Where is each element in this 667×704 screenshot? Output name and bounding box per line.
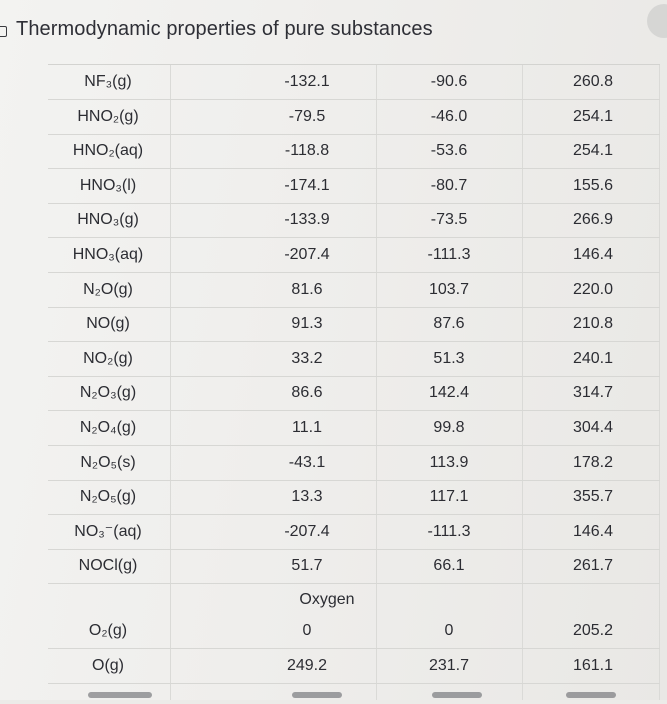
entropy-cell: 155.6	[572, 176, 614, 194]
column-divider	[376, 64, 377, 700]
formula-cell: N₂O₃(g)	[79, 384, 137, 402]
bracket-icon	[0, 26, 7, 37]
section-label-oxygen: Oxygen	[299, 591, 355, 608]
gibbs-energy-cell: 117.1	[429, 488, 469, 506]
gibbs-energy-cell: 51.3	[433, 349, 465, 367]
enthalpy-cell: 13.3	[291, 488, 323, 506]
gibbs-energy-cell: -80.7	[430, 176, 468, 194]
table-row: NO(g) 91.3 87.6 210.8	[48, 307, 660, 343]
entropy-cell: 205.2	[572, 622, 614, 639]
enthalpy-cell: 11.1	[292, 419, 322, 436]
formula-cell: NOCl(g)	[78, 557, 138, 575]
table-row: N₂O₄(g) 11.1 99.8 304.4	[48, 411, 660, 446]
table-row: N₂O(g) 81.6 103.7 220.0	[48, 273, 660, 308]
column-divider	[659, 64, 660, 700]
gibbs-energy-cell: 66.1	[433, 557, 465, 575]
enthalpy-cell: -43.1	[288, 453, 326, 471]
gibbs-energy-cell: 103.7	[428, 280, 470, 298]
formula-cell: N₂O₄(g)	[79, 419, 137, 436]
enthalpy-cell: -79.5	[288, 107, 326, 125]
formula-cell: NF₃(g)	[84, 73, 132, 90]
enthalpy-cell: -132.1	[284, 73, 330, 90]
enthalpy-cell: -207.4	[284, 246, 330, 263]
thermo-table: NF₃(g) -132.1 -90.6 260.8 HNO₂(g) -79.5 -46.0 2…	[48, 64, 660, 684]
table-row: NF₃(g) -132.1 -90.6 260.8	[48, 65, 660, 100]
formula-cell: N₂O(g)	[83, 280, 133, 298]
gibbs-energy-cell: -111.3	[427, 522, 471, 540]
enthalpy-cell: 86.6	[291, 384, 323, 402]
table-row: O₂(g) 0 0 205.2	[48, 614, 660, 649]
formula-cell: HNO₃(aq)	[72, 246, 144, 263]
entropy-cell: 261.7	[572, 557, 614, 575]
formula-cell: NO(g)	[86, 315, 130, 333]
formula-cell: N₂O₅(s)	[80, 453, 136, 471]
gibbs-energy-cell: 113.9	[429, 453, 469, 471]
section-header: Oxygen	[48, 586, 660, 614]
entropy-cell: 210.8	[572, 315, 614, 333]
enthalpy-cell: 81.6	[291, 280, 323, 298]
table-row: NO₃⁻(aq) -207.4 -111.3 146.4	[48, 515, 660, 550]
enthalpy-cell: 51.7	[291, 557, 323, 575]
table-row: NO₂(g) 33.2 51.3 240.1	[48, 342, 660, 377]
gibbs-energy-cell: 231.7	[428, 656, 470, 674]
column-divider	[522, 64, 523, 700]
table-row: N₂O₃(g) 86.6 142.4 314.7	[48, 376, 660, 412]
entropy-cell: 240.1	[572, 349, 614, 367]
enthalpy-cell: 249.2	[286, 656, 328, 674]
formula-cell: HNO₂(aq)	[72, 142, 144, 160]
formula-cell: HNO₂(g)	[77, 107, 139, 125]
column-divider	[170, 64, 171, 700]
entropy-cell: 254.1	[572, 142, 614, 160]
corner-circle-icon	[647, 4, 667, 38]
formula-cell: O₂(g)	[88, 622, 128, 639]
entropy-cell: 260.8	[572, 73, 614, 90]
cut-off-row	[48, 690, 660, 704]
table-row: HNO₂(g) -79.5 -46.0 254.1	[48, 100, 660, 135]
entropy-cell: 304.4	[572, 419, 614, 436]
table-row: N₂O₅(g) 13.3 117.1 355.7	[48, 480, 660, 516]
entropy-cell: 266.9	[572, 211, 614, 229]
enthalpy-cell: -118.8	[284, 142, 330, 160]
gibbs-energy-cell: -53.6	[430, 142, 468, 160]
formula-cell: O(g)	[92, 656, 124, 674]
entropy-cell: 161.1	[572, 656, 614, 674]
enthalpy-cell: -174.1	[284, 176, 330, 194]
table-row: NOCl(g) 51.7 66.1 261.7	[48, 549, 660, 585]
page-title: Thermodynamic properties of pure substan…	[16, 18, 433, 40]
gibbs-energy-cell: -90.6	[430, 73, 468, 90]
gibbs-energy-cell: 99.8	[433, 419, 465, 436]
enthalpy-cell: -207.4	[284, 522, 330, 540]
enthalpy-cell: 91.3	[291, 315, 323, 333]
formula-cell: NO₃⁻(aq)	[74, 522, 142, 540]
entropy-cell: 178.2	[572, 453, 614, 471]
table-row: HNO₃(g) -133.9 -73.5 266.9	[48, 203, 660, 239]
formula-cell: N₂O₅(g)	[79, 488, 137, 506]
formula-cell: HNO₃(g)	[77, 211, 139, 229]
gibbs-energy-cell: 0	[444, 622, 454, 639]
table-row: HNO₃(aq) -207.4 -111.3 146.4	[48, 238, 660, 273]
entropy-cell: 355.7	[572, 488, 614, 506]
gibbs-energy-cell: -111.3	[427, 246, 471, 263]
enthalpy-cell: 0	[302, 622, 312, 639]
table-row: N₂O₅(s) -43.1 113.9 178.2	[48, 446, 660, 481]
entropy-cell: 146.4	[572, 246, 614, 263]
entropy-cell: 146.4	[572, 522, 614, 540]
entropy-cell: 220.0	[572, 280, 614, 298]
gibbs-energy-cell: 87.6	[433, 315, 465, 333]
gibbs-energy-cell: -46.0	[430, 107, 468, 125]
entropy-cell: 254.1	[572, 107, 614, 125]
enthalpy-cell: -133.9	[284, 211, 330, 229]
enthalpy-cell: 33.2	[291, 349, 323, 367]
table-row: O(g) 249.2 231.7 161.1	[48, 649, 660, 684]
table-row: HNO₃(l) -174.1 -80.7 155.6	[48, 169, 660, 204]
gibbs-energy-cell: 142.4	[428, 384, 470, 402]
formula-cell: NO₂(g)	[83, 349, 133, 367]
formula-cell: HNO₃(l)	[79, 176, 137, 194]
entropy-cell: 314.7	[572, 384, 614, 402]
table-row: HNO₂(aq) -118.8 -53.6 254.1	[48, 134, 660, 170]
gibbs-energy-cell: -73.5	[430, 211, 468, 229]
